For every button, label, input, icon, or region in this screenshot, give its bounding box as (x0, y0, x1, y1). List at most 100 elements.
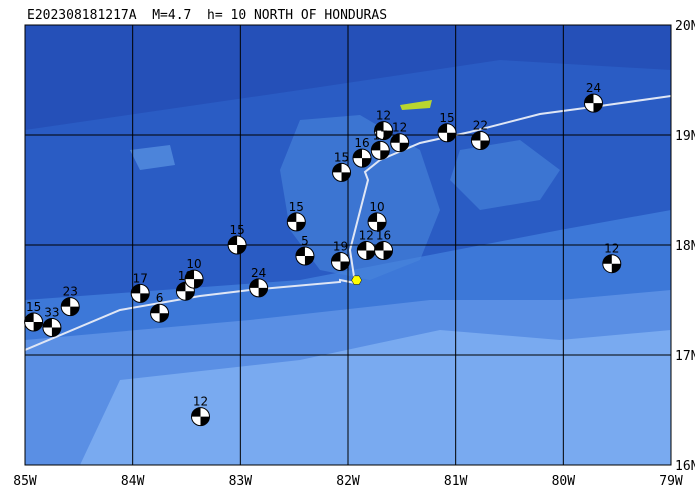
depth-label: 15 (26, 300, 41, 314)
beachball-quadrant (140, 293, 150, 303)
beachball-quadrant (480, 140, 490, 150)
focal-mechanism (356, 241, 376, 260)
beachball-quadrant (194, 279, 204, 289)
beachball-quadrant (471, 131, 481, 141)
focal-mechanism (374, 121, 394, 141)
focal-mechanism (130, 283, 150, 303)
focal-mechanism (470, 131, 490, 150)
depth-label: 22 (473, 119, 488, 133)
lon-tick-label: 83W (229, 474, 253, 489)
depth-label: 12 (392, 121, 407, 135)
lat-tick-label: 18N (675, 239, 695, 254)
focal-mechanism (390, 133, 410, 153)
beachball-quadrant (341, 172, 351, 182)
focal-mechanism (42, 318, 62, 337)
focal-mechanism (330, 252, 350, 271)
beachball-quadrant (296, 221, 306, 231)
beachball-quadrant (150, 304, 160, 314)
beachball-quadrant (602, 254, 612, 264)
beachball-quadrant (447, 132, 457, 142)
beachball-quadrant (249, 278, 259, 288)
beachball-quadrant (258, 287, 268, 297)
beachball-quadrant (331, 252, 341, 262)
beachball-quadrant (368, 212, 378, 222)
beachball-quadrant (287, 212, 297, 222)
lat-tick-label: 20N (675, 19, 695, 34)
depth-label: 17 (373, 128, 388, 142)
beachball-quadrant (304, 256, 314, 265)
focal-mechanism (24, 312, 44, 332)
beachball-quadrant (584, 94, 594, 104)
beachball-quadrant (185, 270, 195, 280)
depth-label: 15 (334, 150, 349, 164)
depth-label: 12 (359, 229, 374, 243)
focal-mechanism (190, 407, 210, 427)
depth-label: 23 (63, 285, 78, 299)
depth-label: 19 (333, 240, 348, 254)
focal-mechanism (227, 235, 247, 255)
depth-label: 10 (369, 200, 384, 214)
beachball-quadrant (340, 261, 350, 271)
beachball-quadrant (159, 313, 169, 323)
focal-mechanism (437, 123, 457, 143)
depth-label: 15 (229, 223, 244, 237)
lon-tick-label: 84W (121, 474, 145, 489)
focal-mechanism (374, 241, 394, 260)
depth-label: 24 (251, 266, 266, 280)
lon-tick-label: 81W (444, 474, 468, 489)
beachball-quadrant (611, 263, 621, 273)
beachball-quadrant (383, 130, 393, 140)
focal-mechanism (352, 148, 372, 168)
focal-mechanism (367, 212, 387, 232)
lat-tick-label: 16N (675, 459, 695, 474)
focal-mechanism (370, 140, 390, 160)
beachball-quadrant (374, 121, 384, 131)
epicenter (351, 275, 362, 285)
depth-label: 12 (193, 395, 208, 409)
beachball-quadrant (380, 150, 390, 160)
beachball-quadrant (332, 163, 342, 173)
focal-mechanism (583, 93, 603, 113)
lon-tick-label: 82W (336, 474, 360, 489)
beachball-quadrant (185, 291, 195, 301)
beachball-quadrant (191, 407, 201, 417)
lon-tick-label: 85W (13, 474, 37, 489)
focal-mechanism (602, 254, 622, 274)
focal-mechanism (286, 212, 306, 232)
beachball-quadrant (131, 284, 141, 294)
focal-mechanism (60, 297, 80, 317)
beachball-quadrant (357, 241, 367, 251)
depth-label: 16 (354, 136, 369, 150)
beachball-quadrant (42, 318, 52, 328)
depth-label: 12 (604, 242, 619, 256)
depth-label: 15 (289, 200, 304, 214)
beachball-quadrant (399, 142, 409, 152)
beachball-quadrant (51, 327, 61, 337)
beachball-quadrant (200, 416, 210, 426)
focal-mechanism (184, 269, 204, 289)
depth-label: 17 (133, 271, 148, 285)
frame (24, 24, 672, 466)
lon-tick-label: 80W (552, 474, 576, 489)
depth-label: 12 (376, 109, 391, 123)
depth-label: 15 (439, 111, 454, 125)
beachball-quadrant (352, 149, 362, 159)
depth-label: 6 (156, 291, 164, 305)
beachball-quadrant (176, 282, 186, 292)
depth-label: 10 (186, 257, 201, 271)
beachball-quadrant (361, 158, 371, 168)
beachball-quadrant (228, 236, 238, 245)
lon-tick-label: 79W (659, 474, 683, 489)
lat-tick-label: 19N (675, 129, 695, 144)
focal-mechanism (332, 162, 352, 182)
beachball-quadrant (33, 322, 43, 331)
beachball-quadrant (237, 245, 247, 254)
beachball-quadrant (371, 141, 381, 151)
depth-label: 16 (376, 229, 391, 243)
beachball-quadrant (70, 306, 80, 316)
beachball-quadrant (377, 221, 387, 231)
beachball-quadrant (593, 103, 603, 113)
depth-label: 24 (586, 81, 601, 95)
map-title: E202308181217A M=4.7 h= 10 NORTH OF HOND… (27, 8, 387, 23)
